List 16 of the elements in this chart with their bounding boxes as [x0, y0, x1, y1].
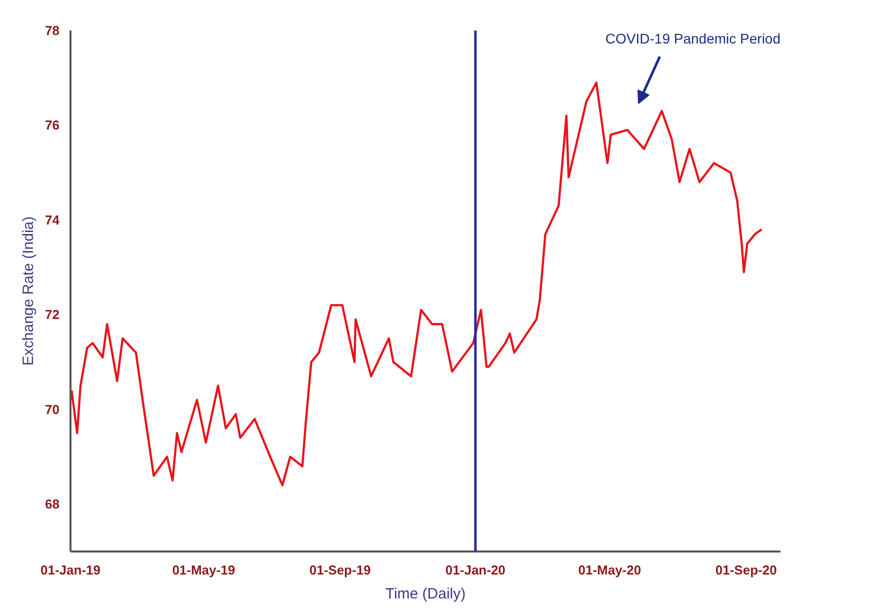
x-tick-label: 01-Jan-19 [40, 562, 100, 578]
y-tick-label: 70 [45, 402, 60, 417]
y-tick-label: 78 [45, 23, 60, 38]
x-tick-label: 01-Sep-19 [309, 562, 371, 578]
x-tick-label: 01-May-19 [172, 562, 236, 578]
x-tick-label: 01-Jan-20 [445, 562, 506, 578]
y-tick-label: 74 [45, 212, 60, 228]
annotation: COVID-19 Pandemic Period [605, 30, 781, 46]
y-tick-label: 72 [45, 307, 60, 322]
y-tick-label: 76 [45, 118, 60, 133]
x-axis-title: Time (Daily) [385, 586, 466, 602]
line-series [70, 82, 763, 486]
y-tick-label: 68 [45, 496, 60, 512]
x-tick-label: 01-May-20 [578, 562, 642, 578]
y-axis-title: Exchange Rate (India) [20, 216, 38, 366]
x-tick-label: 01-Sep-20 [715, 562, 777, 578]
